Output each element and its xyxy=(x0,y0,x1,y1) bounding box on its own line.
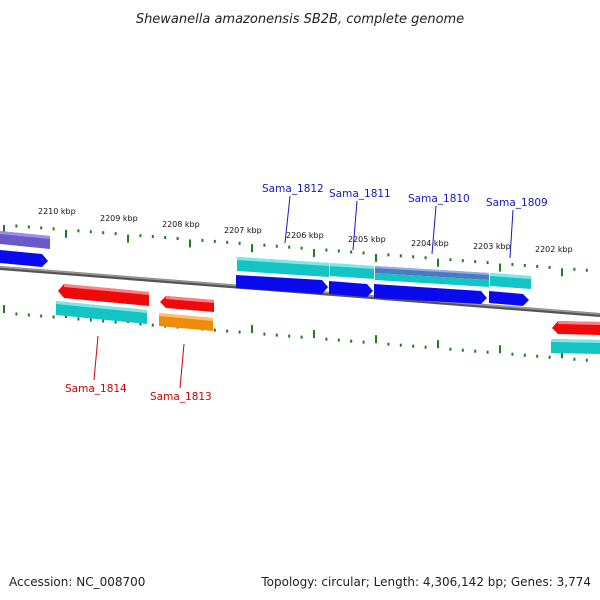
scale-label: 2202 kbp xyxy=(535,245,573,254)
reverse-gene-features xyxy=(56,284,600,354)
gene-label-sama-1810[interactable]: Sama_1810 xyxy=(408,193,470,205)
scale-label: 2205 kbp xyxy=(348,235,386,244)
gene-label-sama-1813[interactable]: Sama_1813 xyxy=(150,391,212,403)
scale-label: 2210 kbp xyxy=(38,207,76,216)
gene-labels: Sama_1812 Sama_1811 Sama_1810 Sama_1809 … xyxy=(65,183,548,403)
cds-forward-arrow-sama-1811[interactable] xyxy=(329,281,373,297)
scale-label: 2208 kbp xyxy=(162,220,200,229)
cds-forward-arrow[interactable] xyxy=(0,250,48,267)
genome-summary-text: Topology: circular; Length: 4,306,142 bp… xyxy=(260,575,591,589)
cds-forward-arrow-sama-1812[interactable] xyxy=(236,275,328,294)
accession-text: Accession: NC_008700 xyxy=(9,575,145,589)
scale-label: 2203 kbp xyxy=(473,242,511,251)
scale-labels: 2210 kbp 2209 kbp 2208 kbp 2207 kbp 2206… xyxy=(38,207,573,254)
gene-feature-sama-1814[interactable] xyxy=(56,301,147,324)
gene-label-sama-1809[interactable]: Sama_1809 xyxy=(486,197,548,209)
gene-label-sama-1811[interactable]: Sama_1811 xyxy=(329,188,391,200)
cds-reverse-arrow-sama-1814[interactable] xyxy=(58,284,149,306)
gene-label-sama-1812[interactable]: Sama_1812 xyxy=(262,183,324,195)
scale-label: 2209 kbp xyxy=(100,214,138,223)
feature-track-left xyxy=(0,231,50,267)
forward-gene-features xyxy=(236,257,531,306)
map-title: Shewanella amazonensis SB2B, complete ge… xyxy=(136,12,464,27)
gene-feature-sama-1810-lower[interactable] xyxy=(375,273,489,287)
cds-forward-arrow-sama-1809[interactable] xyxy=(489,291,529,306)
gene-label-connectors xyxy=(93,195,514,389)
scale-ruler-upper xyxy=(3,224,588,277)
scale-label: 2207 kbp xyxy=(224,226,262,235)
scale-label: 2206 kbp xyxy=(286,231,324,240)
scale-label: 2204 kbp xyxy=(411,239,449,248)
gene-label-sama-1814[interactable]: Sama_1814 xyxy=(65,383,127,395)
cds-forward-arrow-sama-1810[interactable] xyxy=(374,284,487,304)
